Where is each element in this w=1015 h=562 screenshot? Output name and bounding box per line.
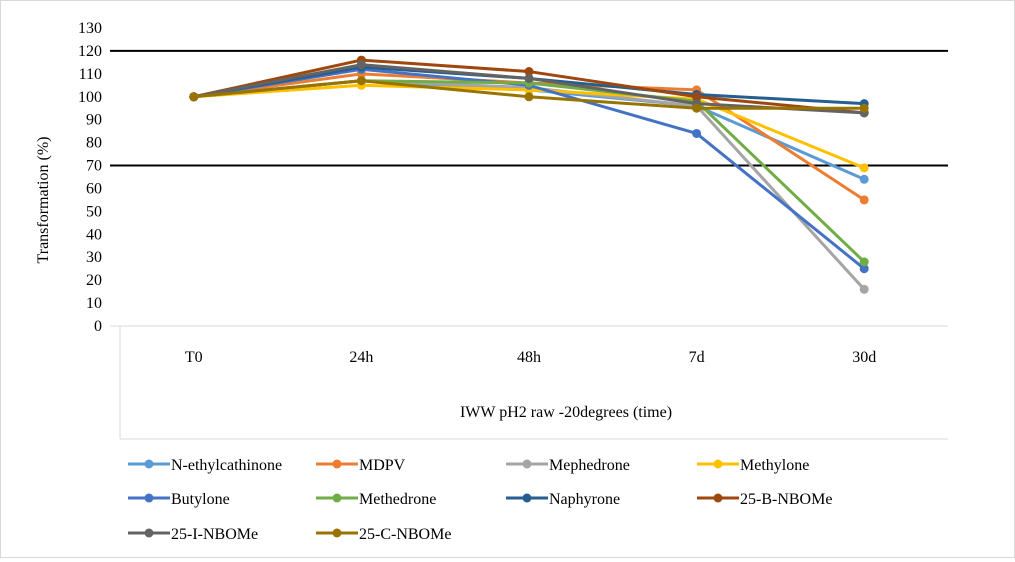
legend-marker xyxy=(144,493,154,503)
data-point-n-ethylcathinone xyxy=(859,174,869,184)
y-tick-label: 70 xyxy=(86,158,102,175)
legend-label: Methylone xyxy=(740,457,809,474)
legend-marker xyxy=(144,528,154,538)
legend-label: 25-I-NBOMe xyxy=(171,526,258,543)
y-tick-label: 100 xyxy=(78,89,102,106)
y-tick-label: 10 xyxy=(86,295,102,312)
legend-item-mdpv: MDPV xyxy=(316,457,406,474)
y-tick-label: 90 xyxy=(86,112,102,129)
legend-item-butylone: Butylone xyxy=(128,491,230,508)
y-tick-label: 120 xyxy=(78,43,102,60)
legend-marker xyxy=(144,459,154,469)
data-point-25-c-nbome xyxy=(524,92,534,102)
x-tick-label: 24h xyxy=(349,349,373,366)
y-tick-label: 80 xyxy=(86,135,102,152)
legend-marker xyxy=(522,493,532,503)
y-tick-label: 110 xyxy=(79,66,102,83)
y-axis-ticks: 0 10 20 30 40 50 60 70 80 90 100 110 120 130 xyxy=(78,20,102,335)
plot-area xyxy=(110,49,948,440)
y-tick-label: 50 xyxy=(86,203,102,220)
data-point-25-c-nbome xyxy=(692,103,702,113)
y-tick-label: 30 xyxy=(86,249,102,266)
legend-marker xyxy=(713,459,723,469)
legend-label: N-ethylcathinone xyxy=(171,457,282,474)
legend-item-methedrone: Methedrone xyxy=(316,491,436,508)
x-axis-ticks: T0 24h 48h 7d 30d xyxy=(185,349,876,366)
y-tick-label: 20 xyxy=(86,272,102,289)
legend-label: MDPV xyxy=(359,457,406,474)
legend-label: Mephedrone xyxy=(549,457,630,474)
y-tick-label: 130 xyxy=(78,20,102,37)
legend-label: 25-B-NBOMe xyxy=(740,491,832,508)
x-tick-label: T0 xyxy=(185,349,203,366)
y-axis-label: Transformation (%) xyxy=(35,137,52,264)
legend-item-mephedrone: Mephedrone xyxy=(506,457,630,474)
legend-item-25-c-nbome: 25-C-NBOMe xyxy=(316,526,451,543)
legend-label: Naphyrone xyxy=(549,491,620,508)
data-point-25-i-nbome xyxy=(356,60,366,70)
x-tick-label: 30d xyxy=(852,349,876,366)
y-tick-label: 0 xyxy=(94,318,102,335)
legend-label: Methedrone xyxy=(359,491,436,508)
data-point-butylone xyxy=(859,264,869,274)
legend-label: Butylone xyxy=(171,491,230,508)
data-point-mdpv xyxy=(859,195,869,205)
legend-marker xyxy=(522,459,532,469)
data-point-methylone xyxy=(859,163,869,173)
legend-item-25-i-nbome: 25-I-NBOMe xyxy=(128,526,258,543)
data-point-25-c-nbome xyxy=(356,76,366,86)
legend-marker xyxy=(713,493,723,503)
legend-marker xyxy=(332,493,342,503)
legend-item-naphyrone: Naphyrone xyxy=(506,491,620,508)
data-point-25-b-nbome xyxy=(524,67,534,77)
y-tick-label: 60 xyxy=(86,180,102,197)
series-line-mephedrone xyxy=(193,79,866,291)
data-point-25-i-nbome xyxy=(524,73,534,83)
x-tick-label: 7d xyxy=(689,349,705,366)
legend-label: 25-C-NBOMe xyxy=(359,526,451,543)
legend-item-25-b-nbome: 25-B-NBOMe xyxy=(697,491,832,508)
x-axis-label: IWW pH2 raw -20degrees (time) xyxy=(460,404,672,421)
legend-item-methylone: Methylone xyxy=(697,457,809,474)
x-tick-label: 48h xyxy=(517,349,541,366)
data-point-25-c-nbome xyxy=(859,103,869,113)
data-point-butylone xyxy=(692,128,702,138)
legend-item-n-ethylcathinone: N-ethylcathinone xyxy=(128,457,282,474)
data-point-25-b-nbome xyxy=(692,92,702,102)
data-point-methedrone xyxy=(859,257,869,267)
y-tick-label: 40 xyxy=(86,226,102,243)
data-point-25-c-nbome xyxy=(189,92,199,102)
data-point-mephedrone xyxy=(859,284,869,294)
legend-marker xyxy=(332,528,342,538)
legend: N-ethylcathinone MDPV Mephedrone Methylone B… xyxy=(128,457,832,543)
legend-marker xyxy=(332,459,342,469)
